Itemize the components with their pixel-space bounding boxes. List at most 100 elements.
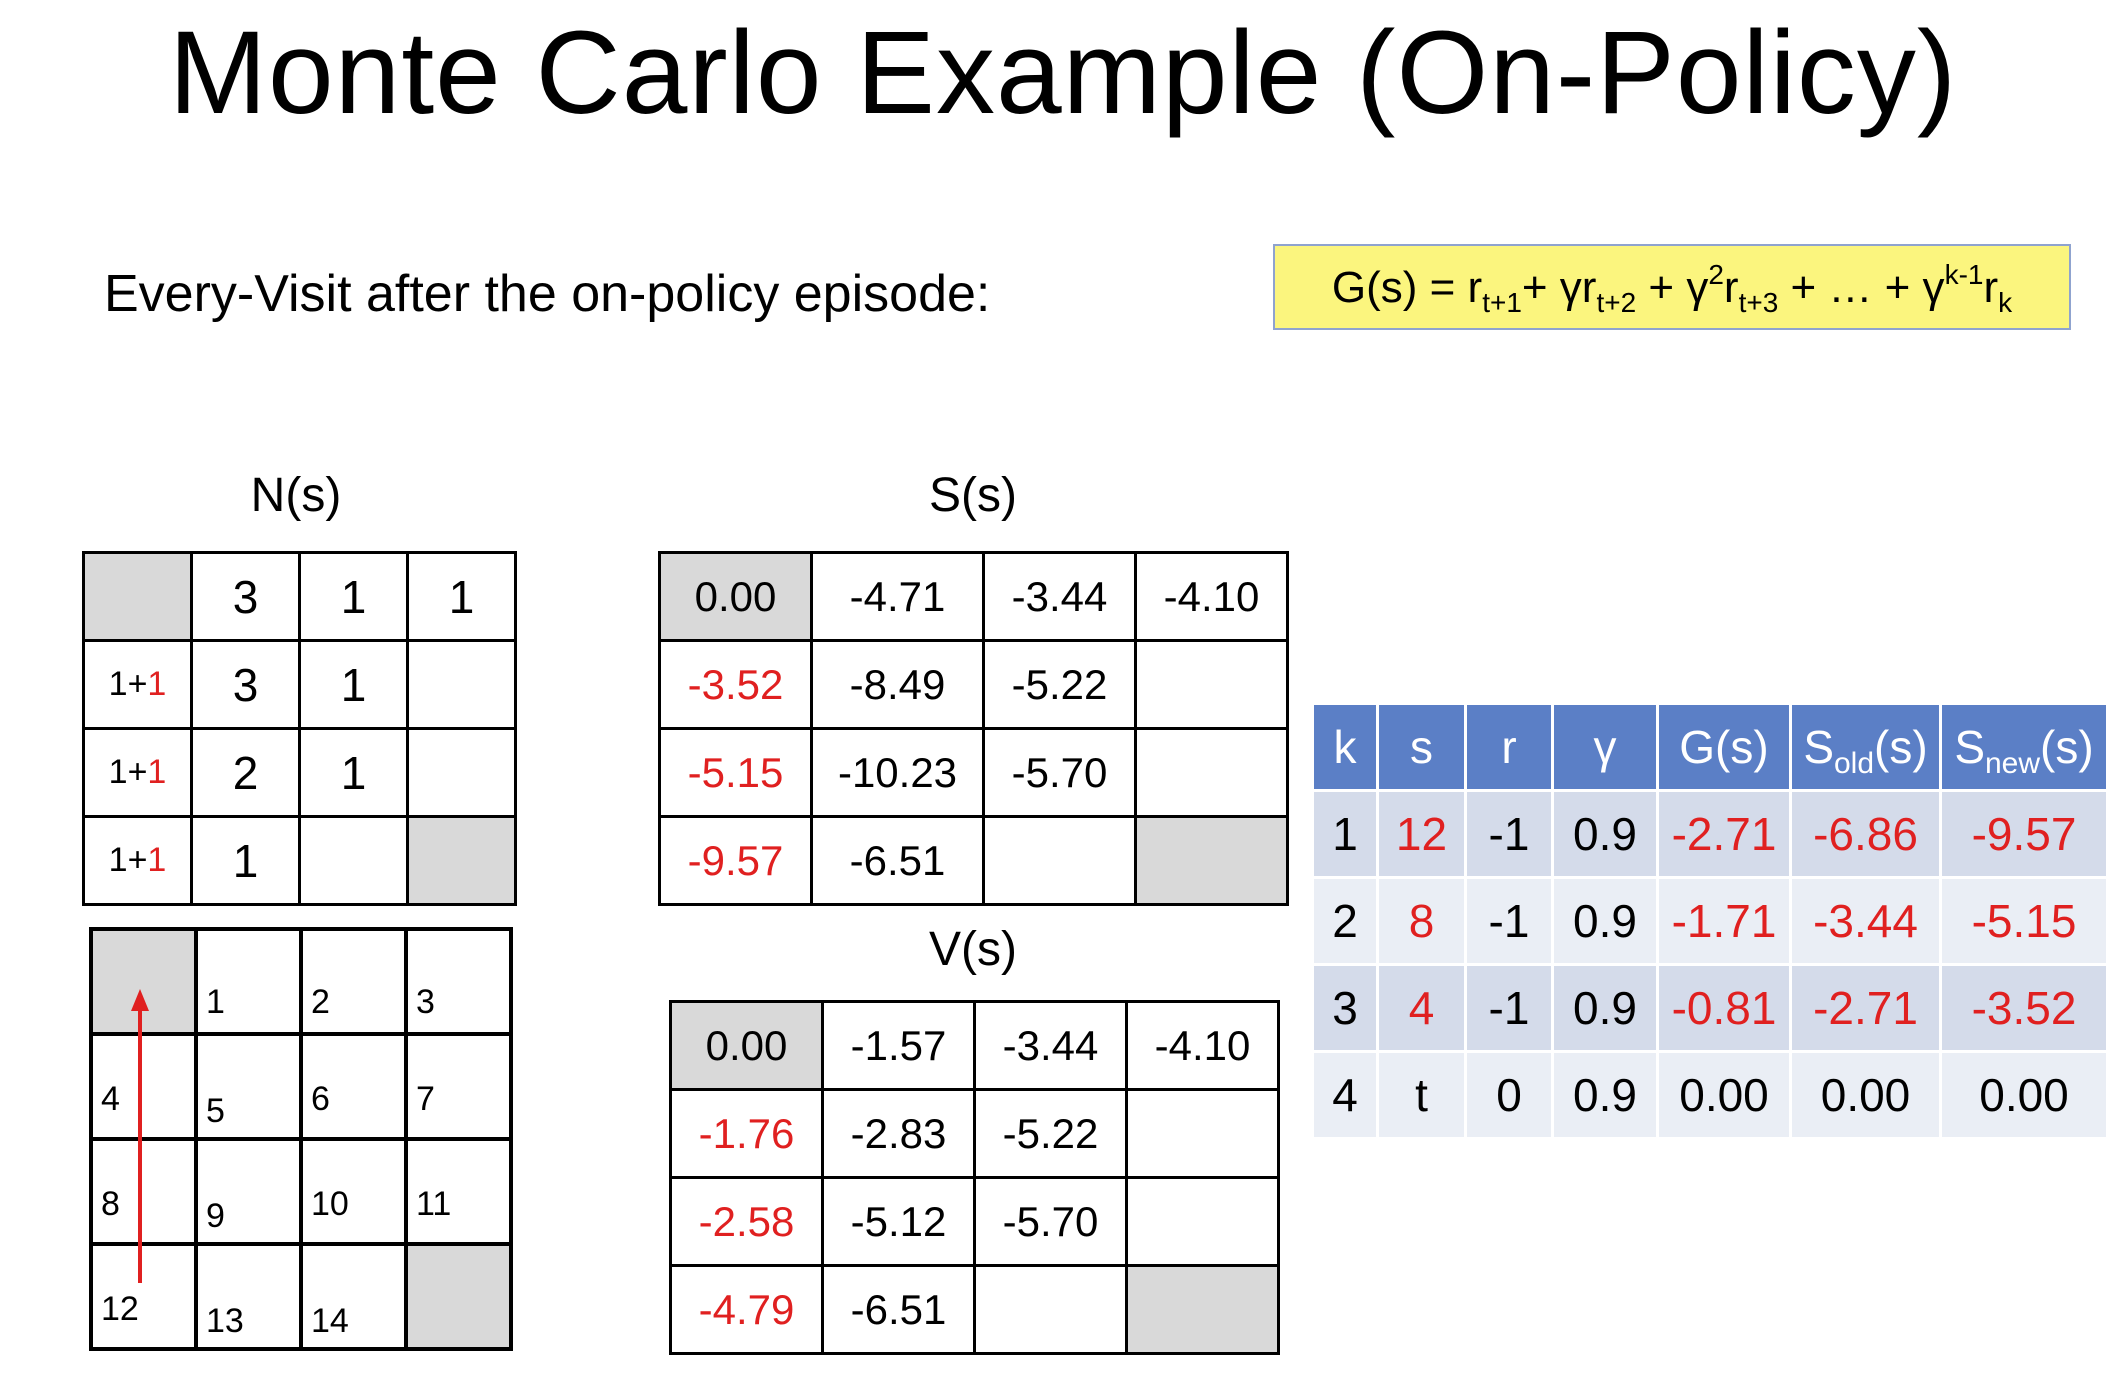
grid-cell: 2: [299, 927, 408, 1036]
table-cell: 4: [1314, 1053, 1376, 1137]
ns-cell: 1: [298, 639, 409, 730]
ns-cell-increment: 1+1: [82, 815, 193, 906]
ss-cell: -10.23: [810, 727, 985, 818]
ns-caption: N(s): [250, 469, 342, 522]
ss-cell: [1134, 639, 1289, 730]
episode-table: k s r γ G(s) Sold(s) Snew(s) 1 12 -1 0.9…: [1311, 702, 2109, 1140]
ss-cell: -4.71: [810, 551, 985, 642]
vs-cell: -5.70: [973, 1176, 1128, 1267]
grid-cell: 14: [299, 1242, 408, 1351]
grid-cell: 13: [194, 1242, 303, 1351]
table-cell: 0: [1467, 1053, 1551, 1137]
ns-cell: [82, 551, 193, 642]
table-cell: 0.00: [1659, 1053, 1789, 1137]
grid-world: 1 2 3 4 5 6 7 8 9 10 11 12 13 14: [89, 927, 513, 1351]
ns-cell-increment: 1+1: [82, 727, 193, 818]
ss-cell: -5.70: [982, 727, 1137, 818]
grid-cell: 4: [89, 1032, 198, 1141]
table-cell: 3: [1314, 966, 1376, 1050]
ss-cell: -3.52: [658, 639, 813, 730]
table-cell: -3.52: [1942, 966, 2106, 1050]
table-cell: -1.71: [1659, 879, 1789, 963]
table-cell: 0.00: [1942, 1053, 2106, 1137]
table-cell: -5.15: [1942, 879, 2106, 963]
vs-cell: -4.10: [1125, 1000, 1280, 1091]
vs-cell: [1125, 1264, 1280, 1355]
ss-cell: -9.57: [658, 815, 813, 906]
table-cell: 0.9: [1554, 792, 1656, 876]
vs-cell: [1125, 1088, 1280, 1179]
slide-title: Monte Carlo Example (On-Policy): [168, 7, 1958, 139]
table-cell: 12: [1379, 792, 1464, 876]
ns-cell-increment: 1+1: [82, 639, 193, 730]
col-header-s-old: Sold(s): [1792, 705, 1939, 789]
grid-cell: 5: [194, 1032, 303, 1141]
col-header-k: k: [1314, 705, 1376, 789]
table-cell: -1: [1467, 879, 1551, 963]
ss-cell: [1134, 727, 1289, 818]
table-cell: -3.44: [1792, 879, 1939, 963]
ss-cell: -4.10: [1134, 551, 1289, 642]
ns-cell: [406, 639, 517, 730]
table-cell: -1: [1467, 966, 1551, 1050]
vs-cell: -3.44: [973, 1000, 1128, 1091]
ss-cell: -3.44: [982, 551, 1137, 642]
ns-cell: [406, 727, 517, 818]
grid-cell: 7: [404, 1032, 513, 1141]
grid-cell: 1: [194, 927, 303, 1036]
col-header-s: s: [1379, 705, 1464, 789]
col-header-s-new: Snew(s): [1942, 705, 2106, 789]
vs-caption: V(s): [929, 923, 1017, 976]
grid-cell: 8: [89, 1137, 198, 1246]
ns-cell: 3: [190, 639, 301, 730]
table-row: 1 12 -1 0.9 -2.71 -6.86 -9.57: [1314, 792, 2106, 876]
vs-cell: -5.22: [973, 1088, 1128, 1179]
ss-cell: 0.00: [658, 551, 813, 642]
grid-cell-terminal: [404, 1242, 513, 1351]
ss-cell: -5.15: [658, 727, 813, 818]
table-row: 2 8 -1 0.9 -1.71 -3.44 -5.15: [1314, 879, 2106, 963]
table-cell: 1: [1314, 792, 1376, 876]
return-formula: G(s) = rt+1+ γrt+2 + γ2rt+3 + … + γk-1rk: [1273, 244, 2071, 330]
table-cell: t: [1379, 1053, 1464, 1137]
table-row: 3 4 -1 0.9 -0.81 -2.71 -3.52: [1314, 966, 2106, 1050]
table-cell: -0.81: [1659, 966, 1789, 1050]
grid-cell: 3: [404, 927, 513, 1036]
vs-cell: -1.57: [821, 1000, 976, 1091]
ns-cell: 3: [190, 551, 301, 642]
table-cell: 8: [1379, 879, 1464, 963]
table-cell: -2.71: [1659, 792, 1789, 876]
ns-cell: 1: [190, 815, 301, 906]
ss-cell: -6.51: [810, 815, 985, 906]
vs-cell: [1125, 1176, 1280, 1267]
vs-cell: -4.79: [669, 1264, 824, 1355]
table-cell: 0.9: [1554, 966, 1656, 1050]
ns-cell: [406, 815, 517, 906]
grid-cell-terminal: [89, 927, 198, 1036]
slide-subtitle: Every-Visit after the on-policy episode:: [104, 265, 991, 323]
table-cell: 2: [1314, 879, 1376, 963]
grid-cell: 10: [299, 1137, 408, 1246]
ss-caption: S(s): [929, 469, 1017, 522]
col-header-r: r: [1467, 705, 1551, 789]
ss-table: 0.00 -4.71 -3.44 -4.10 -3.52 -8.49 -5.22…: [658, 551, 1289, 906]
ns-cell: 1: [406, 551, 517, 642]
table-cell: -2.71: [1792, 966, 1939, 1050]
vs-cell: -1.76: [669, 1088, 824, 1179]
ss-cell: -8.49: [810, 639, 985, 730]
grid-cell: 6: [299, 1032, 408, 1141]
grid-cell: 9: [194, 1137, 303, 1246]
col-header-gamma: γ: [1554, 705, 1656, 789]
col-header-g: G(s): [1659, 705, 1789, 789]
ss-cell: [1134, 815, 1289, 906]
grid-cell: 11: [404, 1137, 513, 1246]
table-cell: 4: [1379, 966, 1464, 1050]
ss-cell: [982, 815, 1137, 906]
table-row: 4 t 0 0.9 0.00 0.00 0.00: [1314, 1053, 2106, 1137]
ns-cell: 1: [298, 551, 409, 642]
vs-cell: [973, 1264, 1128, 1355]
ns-cell: 2: [190, 727, 301, 818]
ss-cell: -5.22: [982, 639, 1137, 730]
ns-cell: 1: [298, 727, 409, 818]
table-cell: 0.00: [1792, 1053, 1939, 1137]
